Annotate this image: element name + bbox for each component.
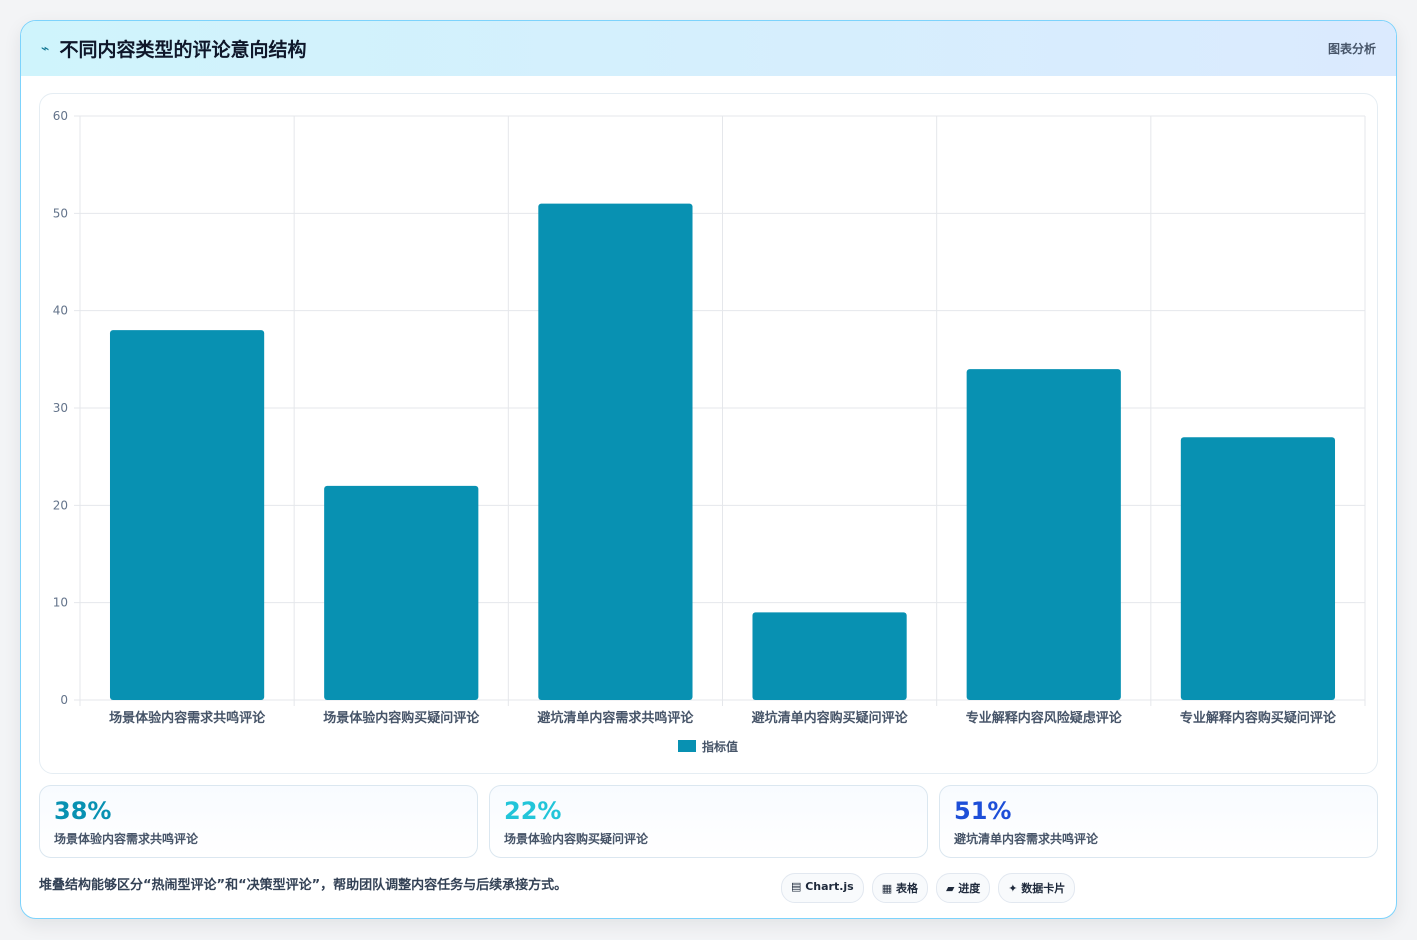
footer-note: 堆叠结构能够区分“热闹型评论”和“决策型评论”，帮助团队调整内容任务与后续承接方… — [39, 878, 568, 893]
y-tick-label: 0 — [60, 693, 68, 707]
bar — [109, 330, 265, 700]
stat-value: 38% — [54, 797, 112, 825]
stat-value: 22% — [504, 797, 562, 825]
stat-value: 51% — [954, 797, 1012, 825]
trend-icon: ⌁ — [41, 40, 50, 57]
x-tick-label: 专业解释内容购买疑问评论 — [1180, 710, 1337, 726]
x-tick-label: 避坑清单内容购买疑问评论 — [752, 710, 909, 726]
page-title: 不同内容类型的评论意向结构 — [59, 39, 307, 61]
stat-card-1: 38% 场景体验内容需求共鸣评论 — [39, 785, 478, 858]
card-header: ⌁ 不同内容类型的评论意向结构 图表分析 — [21, 21, 1396, 76]
bar-chart: 0 10 20 30 40 50 60 场景体验内容需求共鸣评论 场景体验内容购买疑问评论 避坑清… — [53, 109, 1366, 754]
chip-data-card[interactable]: ✦ 数据卡片 — [998, 873, 1076, 903]
bar — [324, 485, 479, 700]
y-tick-label: 60 — [53, 109, 68, 123]
chip-row: ▤ Chart.js ▦ 表格 ▰ 进度 ✦ 数据卡片 — [781, 873, 1076, 903]
stat-card-2: 22% 场景体验内容购买疑问评论 — [489, 785, 928, 858]
stat-label: 场景体验内容购买疑问评论 — [504, 832, 649, 846]
chart-card: ⌁ 不同内容类型的评论意向结构 图表分析 0 10 20 30 40 50 60 场景体验内容… — [20, 20, 1397, 919]
bar — [538, 203, 693, 700]
bar — [752, 612, 907, 700]
y-tick-label: 30 — [53, 401, 68, 415]
stat-label: 避坑清单内容需求共鸣评论 — [954, 832, 1099, 846]
y-tick-label: 40 — [53, 304, 68, 318]
chip-table[interactable]: ▦ 表格 — [871, 873, 928, 903]
chart-area: 0 10 20 30 40 50 60 场景体验内容需求共鸣评论 场景体验内容购买疑问评论 避坑清… — [39, 93, 1378, 774]
y-tick-label: 50 — [53, 206, 68, 220]
x-tick-label: 场景体验内容购买疑问评论 — [323, 710, 480, 726]
legend-label: 指标值 — [702, 739, 738, 754]
stat-card-3: 51% 避坑清单内容需求共鸣评论 — [939, 785, 1378, 858]
y-tick-label: 10 — [53, 596, 68, 610]
chip-chartjs[interactable]: ▤ Chart.js — [781, 873, 864, 903]
bar — [966, 369, 1121, 700]
chart-analysis-tag: 图表分析 — [1327, 42, 1376, 56]
x-tick-label: 专业解释内容风险疑虑评论 — [966, 710, 1123, 726]
x-tick-label: 避坑清单内容需求共鸣评论 — [537, 710, 694, 726]
legend-swatch — [678, 740, 696, 752]
stat-label: 场景体验内容需求共鸣评论 — [54, 832, 199, 846]
x-tick-label: 场景体验内容需求共鸣评论 — [109, 710, 266, 726]
y-tick-label: 20 — [53, 498, 68, 512]
stat-cards: 38% 场景体验内容需求共鸣评论 22% 场景体验内容购买疑问评论 51% 避坑… — [39, 785, 1378, 858]
title-wrap: ⌁ 不同内容类型的评论意向结构 — [41, 35, 306, 62]
bar — [1180, 437, 1336, 700]
chip-progress[interactable]: ▰ 进度 — [935, 873, 991, 903]
